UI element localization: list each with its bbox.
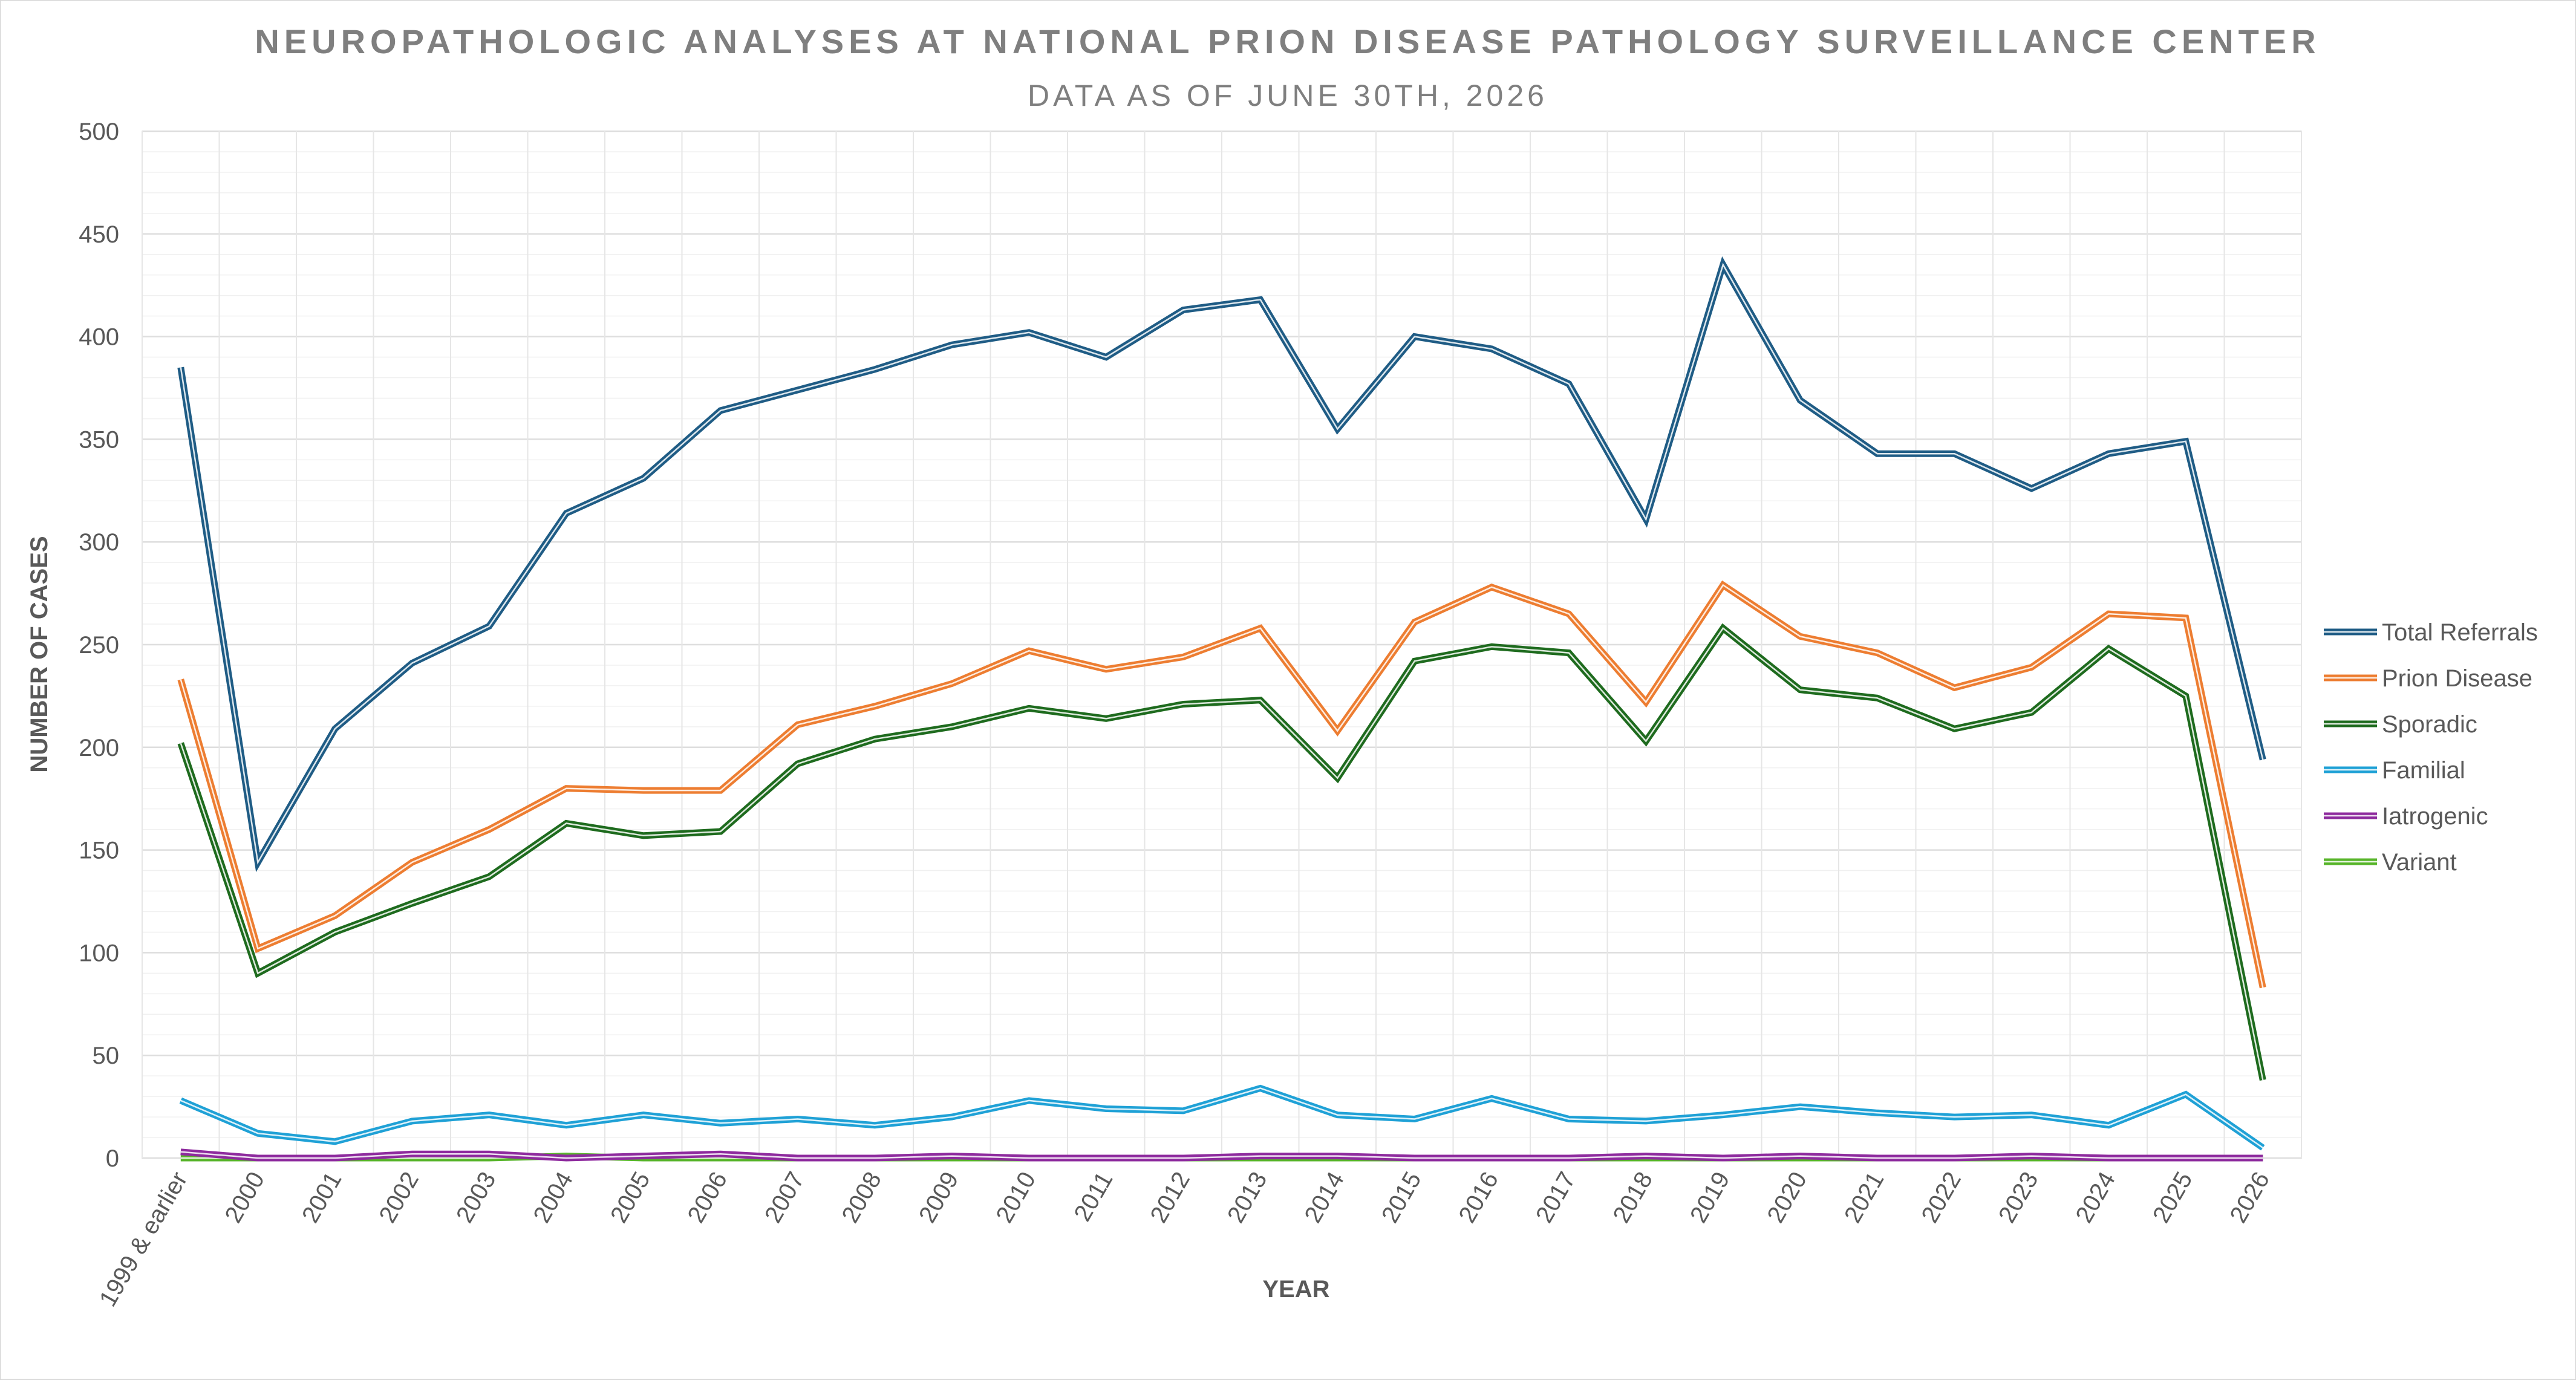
y-tick-label: 400 xyxy=(79,324,119,351)
series-line-highlight xyxy=(180,262,2264,865)
x-axis-title: YEAR xyxy=(1262,1276,1329,1303)
series-line-highlight xyxy=(180,1087,2264,1149)
series-line-highlight xyxy=(180,626,2264,1081)
y-tick-label: 150 xyxy=(79,838,119,864)
chart-title: NEUROPATHOLOGIC ANALYSES AT NATIONAL PRI… xyxy=(255,22,2320,60)
y-tick-label: 50 xyxy=(93,1043,120,1069)
series-lines xyxy=(177,256,2266,1162)
y-tick-label: 200 xyxy=(79,735,119,761)
series-line-highlight xyxy=(180,1151,2263,1159)
legend-label-familial: Familial xyxy=(2382,757,2465,784)
y-tick-label: 300 xyxy=(79,529,119,556)
legend-label-prion-disease: Prion Disease xyxy=(2382,665,2532,692)
gridlines xyxy=(142,130,2302,1159)
chart-subtitle: DATA AS OF JUNE 30TH, 2026 xyxy=(1028,79,1548,112)
y-axis-ticks: 0 50 100 150 200 250 300 350 400 450 500 xyxy=(79,119,119,1172)
legend-label-iatrogenic: Iatrogenic xyxy=(2382,803,2488,830)
y-tick-label: 500 xyxy=(79,119,119,145)
y-tick-label: 0 xyxy=(106,1145,119,1172)
y-tick-label: 100 xyxy=(79,940,119,966)
legend-label-sporadic: Sporadic xyxy=(2382,711,2477,738)
y-axis-title: NUMBER OF CASES xyxy=(26,536,53,772)
legend: Total Referrals Prion Disease Sporadic Fami… xyxy=(2324,619,2538,876)
y-tick-label: 450 xyxy=(79,221,119,248)
legend-label-variant: Variant xyxy=(2382,849,2457,876)
y-tick-label: 350 xyxy=(79,426,119,453)
y-tick-label: 250 xyxy=(79,632,119,659)
series-line-highlight xyxy=(180,584,2264,988)
legend-label-total-referrals: Total Referrals xyxy=(2382,619,2538,646)
